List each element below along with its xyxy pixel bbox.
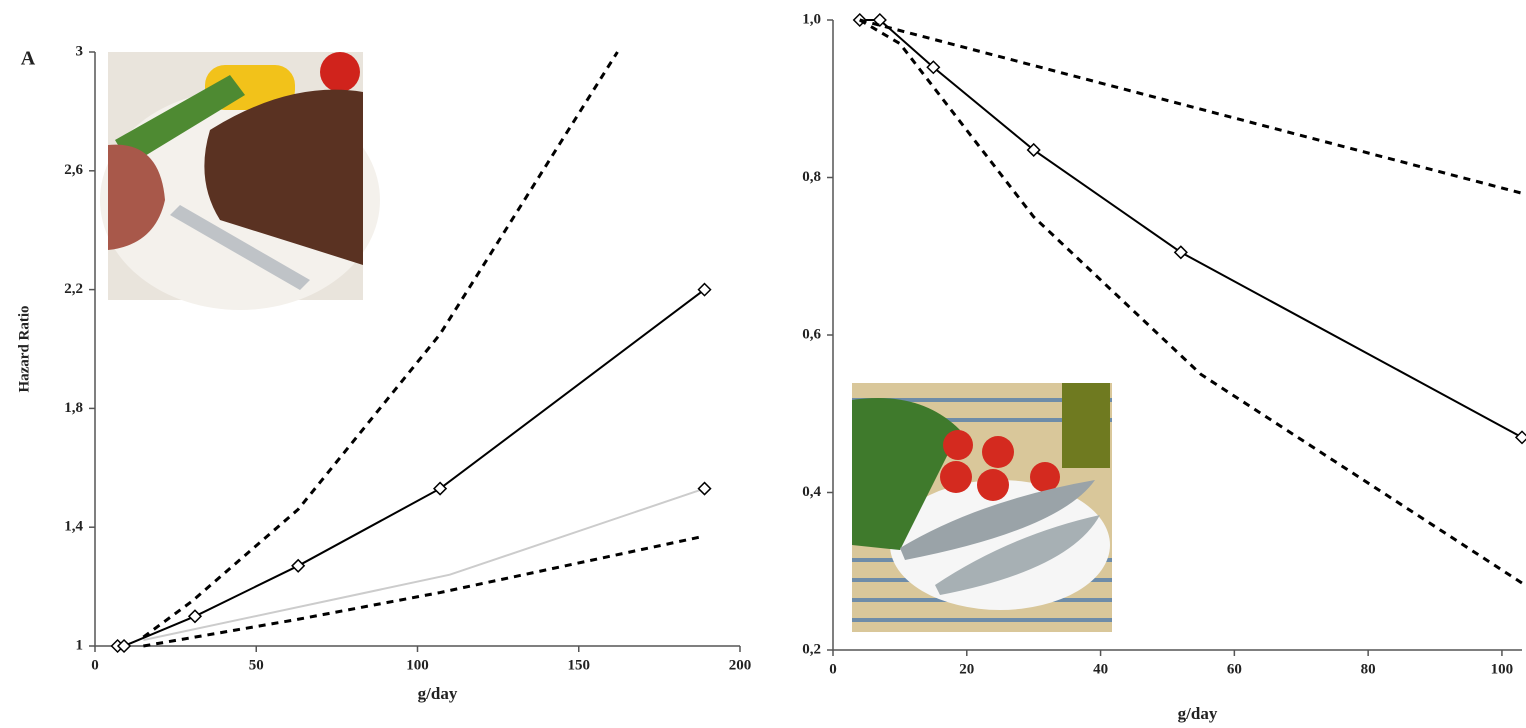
steak-photo <box>100 52 380 310</box>
x-tick-label: 100 <box>406 657 429 673</box>
x-tick-label: 100 <box>1491 661 1514 677</box>
tomato <box>940 461 972 493</box>
series-line <box>118 290 705 646</box>
series-line <box>143 489 704 640</box>
y-tick-label: 3 <box>76 43 84 59</box>
x-tick-label: 150 <box>568 657 591 673</box>
x-tick-label: 0 <box>829 661 837 677</box>
marker <box>292 560 304 572</box>
marker <box>699 483 711 495</box>
series-line <box>860 20 1522 193</box>
marker <box>189 610 201 622</box>
x-tick-label: 0 <box>91 657 99 673</box>
series-line <box>143 536 704 646</box>
tomato <box>320 52 360 92</box>
y-tick-label: 0,6 <box>802 326 821 342</box>
y-tick-label: 0,2 <box>802 641 821 657</box>
fish-photo <box>852 383 1112 632</box>
y-tick-label: 2,2 <box>64 281 83 297</box>
y-tick-label: 1,8 <box>64 400 83 416</box>
marker <box>1175 246 1187 258</box>
y-axis-label: Hazard Ratio <box>16 305 32 392</box>
y-tick-label: 0,8 <box>802 169 821 185</box>
y-tick-label: 0,4 <box>802 484 821 500</box>
tomato <box>1030 462 1060 492</box>
x-tick-label: 80 <box>1361 661 1376 677</box>
figure: 11,41,82,22,63050100150200g/dayHazard Ra… <box>0 0 1526 728</box>
x-axis-label: g/day <box>418 684 458 703</box>
y-tick-label: 1,0 <box>802 11 821 27</box>
y-tick-label: 1 <box>76 637 84 653</box>
x-tick-label: 20 <box>959 661 974 677</box>
panel-label: A <box>21 48 36 70</box>
bottle <box>1062 383 1110 468</box>
page: {"chart_data": [ {"type": "line", "panel… <box>0 0 1526 728</box>
y-tick-label: 2,6 <box>64 162 83 178</box>
tomato <box>982 436 1014 468</box>
tomato <box>943 430 973 460</box>
series-line <box>860 20 1522 437</box>
y-tick-label: 1,4 <box>64 519 83 535</box>
x-tick-label: 40 <box>1093 661 1108 677</box>
x-axis-label: g/day <box>1178 704 1218 723</box>
marker <box>1516 431 1526 443</box>
x-tick-label: 200 <box>729 657 752 673</box>
x-tick-label: 50 <box>249 657 264 673</box>
x-tick-label: 60 <box>1227 661 1242 677</box>
tomato <box>977 469 1009 501</box>
